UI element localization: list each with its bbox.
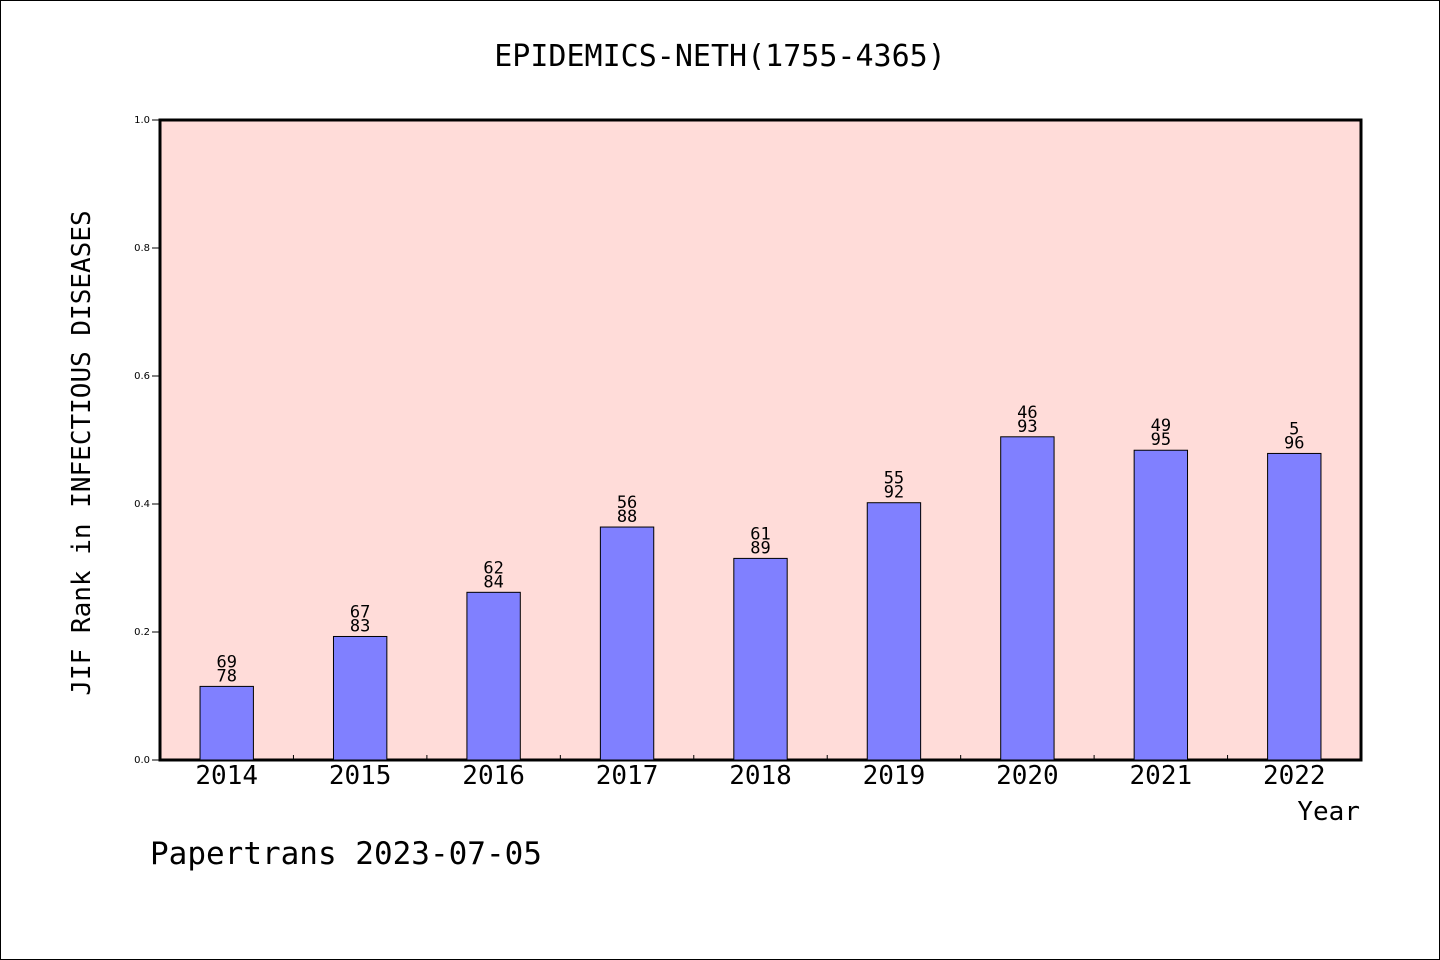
bar	[1267, 452, 1322, 761]
bar	[466, 591, 521, 761]
x-tick-label: 2018	[729, 761, 792, 791]
bar-label-top: 69	[216, 652, 236, 672]
bar-label-bottom: 83	[350, 616, 370, 636]
bar-label-bottom: 96	[1284, 433, 1304, 453]
x-tick-label: 2020	[996, 761, 1059, 791]
footer-text: Papertrans 2023-07-05	[150, 836, 542, 872]
x-axis: 2014 2015 2016 2017 2018 2019 2020 2021 2022	[195, 755, 1326, 791]
bar-label-bottom: 93	[1017, 417, 1037, 437]
bar	[733, 557, 788, 761]
chart-title: EPIDEMICS-NETH(1755-4365)	[494, 39, 946, 74]
y-tick-label: 0.0	[134, 755, 150, 766]
bar-label-bottom: 89	[750, 538, 770, 558]
y-axis-label: JIF Rank in INFECTIOUS DISEASES	[67, 210, 97, 695]
x-tick-label: 2022	[1263, 761, 1326, 791]
bar	[199, 685, 254, 761]
x-tick-label: 2017	[596, 761, 659, 791]
bar	[1000, 436, 1055, 761]
bar-label-top: 67	[350, 602, 370, 622]
bar-label-top: 46	[1017, 403, 1037, 423]
bar	[599, 526, 655, 761]
y-tick-label: 0.4	[134, 499, 150, 510]
bar-label-bottom: 95	[1151, 430, 1171, 450]
x-axis-label: Year	[1297, 797, 1360, 827]
y-tick-label: 0.6	[134, 371, 150, 382]
bar-label-top: 62	[483, 558, 503, 578]
x-tick-label: 2019	[863, 761, 926, 791]
bar-label-top: 5	[1289, 419, 1299, 439]
y-tick-label: 0.2	[134, 627, 150, 638]
bar	[1133, 449, 1189, 761]
bar-label-bottom: 92	[884, 483, 904, 503]
x-tick-label: 2014	[195, 761, 258, 791]
bar-label-bottom: 88	[617, 507, 637, 527]
bar	[332, 635, 388, 761]
x-tick-label: 2021	[1130, 761, 1193, 791]
bar-label-top: 49	[1151, 416, 1171, 436]
bar-label-bottom: 84	[483, 572, 503, 592]
bar	[866, 502, 922, 761]
bar-label-bottom: 78	[216, 666, 236, 686]
y-tick-label: 1.0	[134, 115, 150, 126]
x-tick-label: 2016	[462, 761, 525, 791]
y-axis: 0.0 0.2 0.4 0.6 0.8 1.0	[134, 115, 160, 766]
bar-label-top: 55	[884, 469, 904, 489]
y-tick-label: 0.8	[134, 243, 150, 254]
x-tick-label: 2015	[329, 761, 392, 791]
bar-label-top: 61	[750, 524, 770, 544]
bar-label-top: 56	[617, 493, 637, 513]
